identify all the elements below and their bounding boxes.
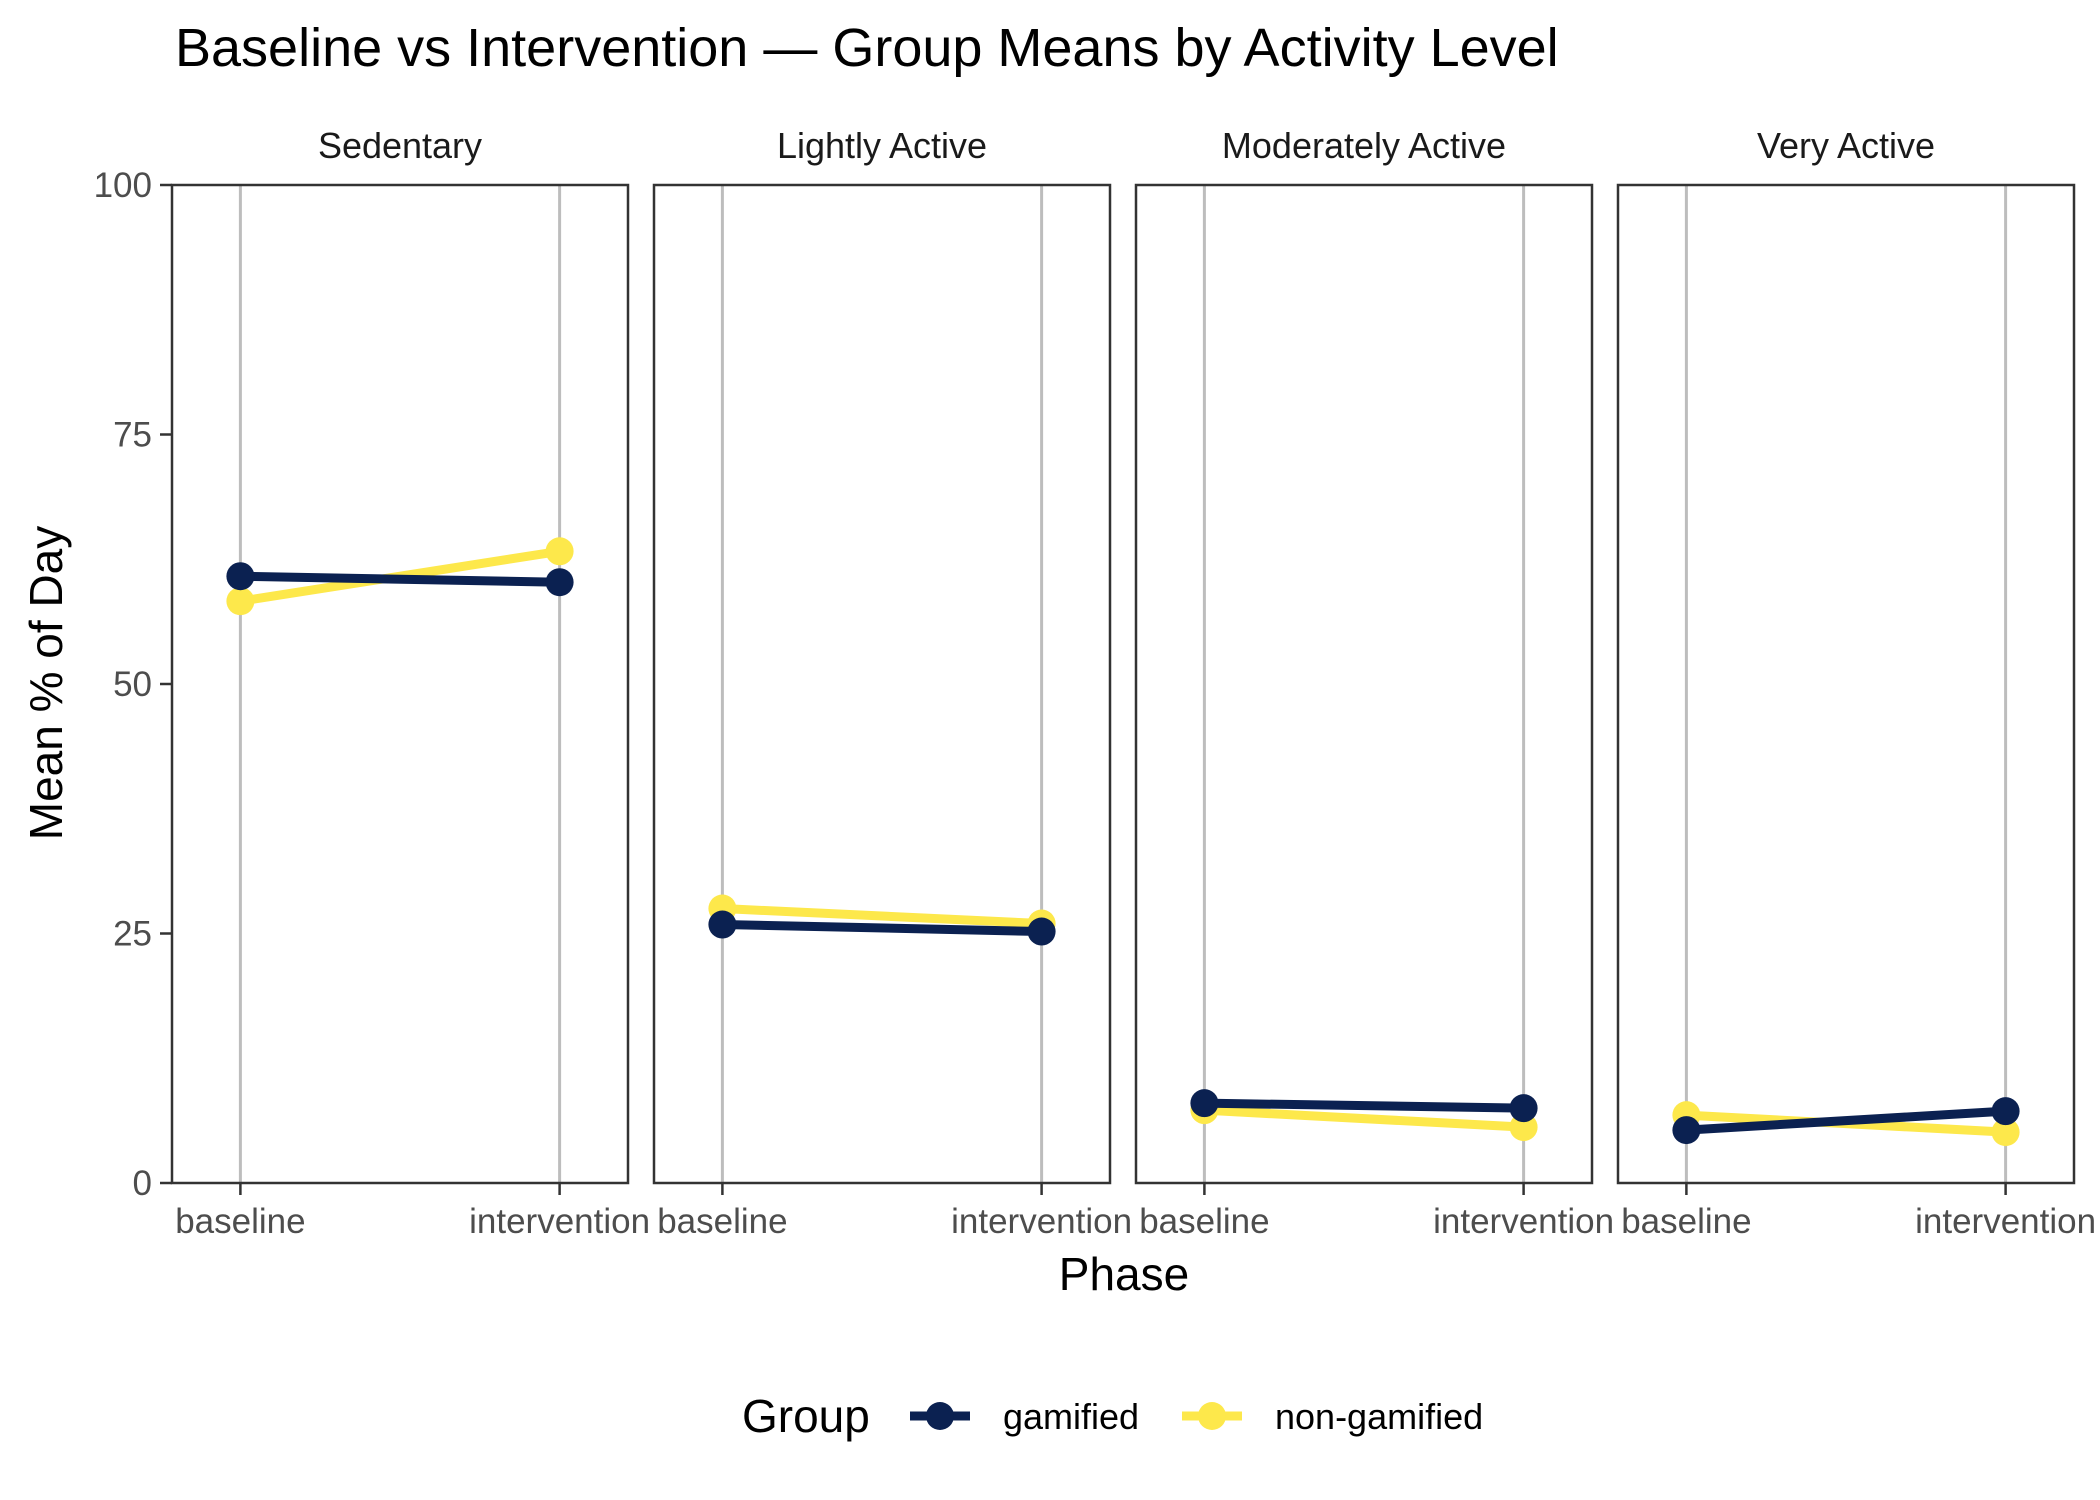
x-axis-title: Phase	[1059, 1248, 1189, 1300]
facet-label: Very Active	[1757, 125, 1935, 166]
series-line-gamified	[1686, 1106, 2006, 1135]
chart-title: Baseline vs Intervention — Group Means b…	[175, 18, 1559, 78]
data-point-gamified-baseline	[708, 910, 737, 939]
y-axis-title: Mean % of Day	[20, 526, 72, 840]
series-line-non-gamified	[1204, 1105, 1524, 1132]
x-tick-label: intervention	[1433, 1202, 1614, 1241]
legend: Group gamified non-gamified	[742, 1390, 1483, 1442]
data-point-gamified-baseline	[226, 562, 255, 591]
series-line-gamified	[240, 571, 560, 587]
x-tick-label: intervention	[951, 1202, 1132, 1241]
legend-title: Group	[742, 1390, 870, 1442]
data-point-gamified-baseline	[1672, 1116, 1701, 1145]
x-tick-label: baseline	[1139, 1202, 1269, 1241]
data-point-gamified-intervention	[1991, 1097, 2020, 1126]
panel-border	[1134, 183, 1594, 1185]
y-tick-label: 100	[94, 166, 152, 205]
data-point-gamified-intervention	[545, 568, 574, 597]
y-tick-label: 75	[113, 416, 152, 455]
x-tick-label: baseline	[657, 1202, 787, 1241]
y-tick-label: 0	[133, 1164, 152, 1203]
legend-label: non-gamified	[1275, 1396, 1483, 1437]
panel-border	[1616, 183, 2076, 1185]
data-point-non-gamified-intervention	[1991, 1118, 2020, 1147]
legend-key-point	[926, 1402, 954, 1430]
facet-panel-moderately-active: Moderately Active baseline intervention	[1134, 125, 1614, 1241]
data-point-gamified-baseline	[1190, 1089, 1219, 1118]
panel-border	[652, 183, 1112, 1185]
y-tick-label: 25	[113, 915, 152, 954]
panel-border	[170, 183, 630, 1185]
x-tick-label: baseline	[175, 1202, 305, 1241]
series-line-non-gamified	[722, 904, 1042, 929]
data-point-gamified-intervention	[1509, 1094, 1538, 1123]
facet-panel-very-active: Very Active baseline intervention	[1616, 125, 2096, 1241]
legend-label: gamified	[1003, 1396, 1139, 1437]
facet-label: Lightly Active	[777, 125, 987, 166]
legend-item-gamified: gamified	[910, 1396, 1139, 1437]
x-tick-label: intervention	[469, 1202, 650, 1241]
data-point-non-gamified-baseline	[226, 587, 255, 616]
y-axis: 0 25 50 75 100	[94, 166, 172, 1203]
data-point-gamified-intervention	[1027, 917, 1056, 946]
facet-panel-lightly-active: Lightly Active baseline intervention	[652, 125, 1132, 1241]
facet-panel-sedentary: Sedentary baseline intervention	[170, 125, 650, 1241]
legend-key-point	[1198, 1402, 1226, 1430]
x-tick-label: baseline	[1621, 1202, 1751, 1241]
series-line-gamified	[722, 920, 1042, 937]
legend-item-non-gamified: non-gamified	[1182, 1396, 1483, 1437]
x-tick-label: intervention	[1915, 1202, 2096, 1241]
facet-label: Moderately Active	[1222, 125, 1506, 166]
series-line-gamified	[1204, 1098, 1524, 1113]
facet-label: Sedentary	[318, 125, 482, 166]
data-point-non-gamified-intervention	[545, 537, 574, 566]
y-tick-label: 50	[113, 665, 152, 704]
